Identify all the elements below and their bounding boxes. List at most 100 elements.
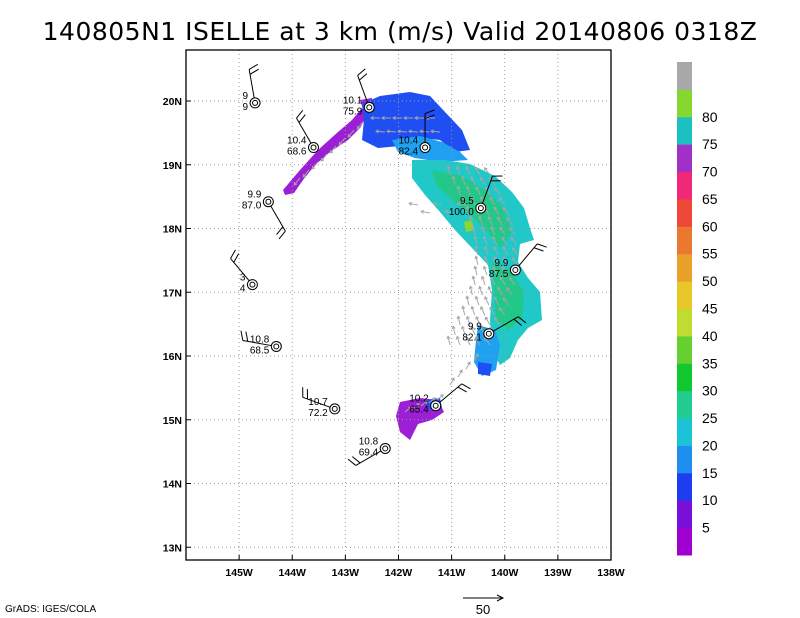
wind-vector [500, 277, 506, 286]
wind-vector [466, 316, 471, 326]
wind-vector-head [370, 115, 374, 121]
wind-vector [465, 361, 471, 370]
station-speed-label: 10.8 [359, 436, 379, 447]
station-speed-label: 3 [240, 273, 246, 284]
wind-barb-staff [302, 396, 335, 410]
wind-barb-feather [276, 226, 284, 235]
wind-vector [457, 186, 461, 196]
wind-vector [447, 166, 451, 176]
station-inner-ring [382, 445, 389, 452]
wind-vector-head [510, 237, 515, 241]
wind-vector-head [467, 361, 471, 366]
wind-vector [494, 317, 501, 326]
wind-vector [492, 236, 498, 246]
lon-tick-label: 140W [491, 567, 519, 579]
station-ring [262, 196, 274, 208]
wind-vector [338, 137, 346, 146]
station-inner-ring [512, 266, 519, 273]
wind-barb-feather [461, 383, 471, 390]
station-ring [475, 202, 487, 214]
wind-barb-feather [537, 243, 547, 248]
wind-vector [497, 217, 503, 226]
wind-vector-head [414, 115, 418, 121]
wind-vector-head [381, 115, 385, 121]
wind-vector [447, 336, 451, 346]
colorbar-swatch [677, 116, 692, 145]
wind-barb-feather [352, 456, 361, 464]
wind-vector [449, 377, 455, 386]
wind-vector-head [493, 245, 497, 250]
station-speed-label: 10.4 [399, 136, 419, 147]
swath-purple-nw [283, 108, 368, 195]
observation-station: 34 [230, 249, 258, 295]
wind-vector [311, 161, 319, 170]
colorbar-swatch [677, 308, 692, 337]
colorbar-swatch [677, 281, 692, 309]
wind-vector [512, 257, 519, 266]
station-ring [249, 97, 261, 109]
station-inner-ring [252, 99, 259, 106]
wind-vector [475, 256, 479, 266]
wind-vector [408, 130, 419, 133]
wind-barb-feather [424, 109, 435, 115]
colorbar-swatch [677, 144, 692, 173]
wind-barb-feather [359, 73, 368, 81]
lon-tick-label: 138W [597, 567, 625, 579]
wind-barb-feather [248, 63, 259, 70]
wind-barb-staff [355, 448, 386, 466]
wind-vectors [293, 115, 519, 413]
observation-station: 10.868.5 [240, 330, 282, 356]
wind-barb-feather [240, 330, 244, 341]
wind-vector-head [490, 275, 495, 280]
wind-vector [469, 216, 473, 226]
lat-tick-label: 18N [163, 224, 182, 236]
wind-vector-head [494, 317, 498, 321]
wind-vector-head [480, 195, 484, 200]
wind-vector [433, 202, 443, 206]
station-inner-ring [331, 405, 338, 412]
wind-vector [471, 196, 476, 206]
wind-vector-head [403, 115, 407, 121]
wind-vector-head [465, 165, 469, 170]
station-speed-label: 10.4 [287, 136, 307, 147]
wind-vector [509, 227, 516, 236]
wind-vector [469, 286, 473, 296]
reference-vector: 50 [463, 594, 505, 617]
observation-station: 99 [243, 63, 261, 113]
station-value-label: 68.5 [250, 345, 270, 356]
wind-vector [497, 287, 503, 296]
wind-vector-head [375, 129, 379, 134]
wind-vector [503, 297, 510, 306]
wind-vector-head [451, 377, 455, 382]
wind-vector [474, 337, 481, 346]
wind-vector [480, 177, 486, 186]
wind-vector-head [493, 255, 497, 260]
colorbar-label: 55 [702, 246, 718, 262]
colorbar-swatch [677, 472, 692, 501]
wind-vector-head [502, 207, 507, 211]
wind-vector [480, 196, 486, 206]
wind-vector-head [497, 216, 501, 221]
wind-vector [329, 145, 337, 154]
station-ring [329, 403, 341, 415]
station-speed-label: 9.9 [247, 190, 261, 201]
wind-vector-head [498, 197, 503, 201]
wind-vector [489, 307, 496, 316]
station-speed-label: 9.9 [494, 258, 508, 269]
wind-vector-head [474, 336, 479, 341]
wind-vector [472, 226, 476, 236]
colorbar-label: 5 [702, 520, 710, 536]
lat-lon-grid [186, 50, 612, 560]
wind-vector-head [484, 186, 489, 191]
wind-vector-head [455, 335, 460, 340]
lon-tick-label: 139W [544, 567, 572, 579]
wind-vector [397, 130, 408, 133]
wind-barb-staff [248, 69, 256, 103]
wind-vector [461, 176, 466, 186]
wind-barb-feather [233, 253, 240, 263]
wind-vector [503, 207, 510, 216]
wind-barb-staff [267, 201, 286, 232]
wind-vector-head [470, 305, 475, 310]
wind-vector [412, 403, 420, 410]
